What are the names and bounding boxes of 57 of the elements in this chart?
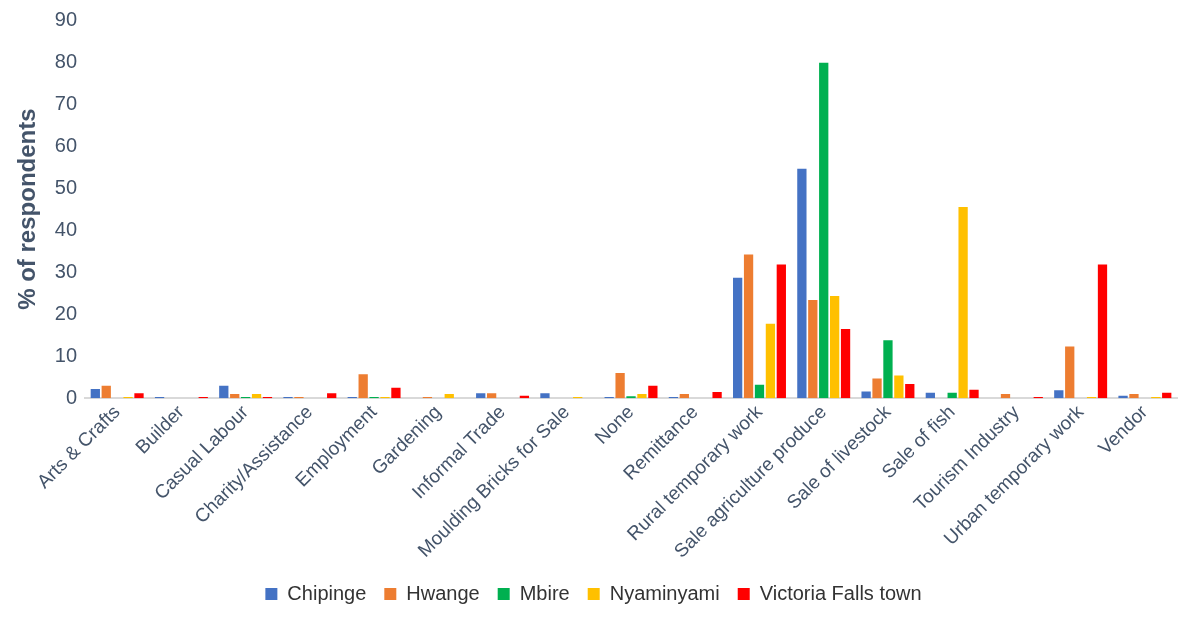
bar — [861, 391, 871, 399]
y-tick-label: 40 — [54, 217, 78, 240]
bar — [90, 389, 100, 399]
legend-label: Chipinge — [287, 581, 367, 604]
bar — [1065, 346, 1075, 399]
y-tick-label: 50 — [54, 175, 78, 198]
bar — [327, 393, 337, 399]
bar — [476, 393, 486, 399]
bar — [679, 394, 689, 399]
bar — [797, 168, 807, 399]
bar — [230, 394, 240, 399]
bar — [219, 385, 229, 399]
bar — [894, 375, 904, 399]
bar — [444, 394, 454, 399]
y-tick-label: 20 — [54, 301, 78, 324]
bar — [637, 394, 647, 399]
bar — [765, 323, 776, 399]
y-axis-title: % of respondents — [13, 108, 41, 310]
legend-label: Hwange — [406, 581, 480, 604]
bar — [648, 385, 658, 399]
bar — [134, 393, 144, 399]
y-tick-label: 70 — [54, 91, 78, 114]
bar — [830, 296, 840, 399]
bar — [754, 384, 765, 399]
bar — [969, 389, 979, 399]
bar — [101, 385, 111, 399]
legend-label: Nyaminyami — [609, 581, 720, 604]
bar — [819, 62, 829, 399]
bar — [615, 373, 625, 399]
bar — [540, 393, 550, 399]
bar — [712, 391, 722, 399]
bar — [905, 383, 915, 399]
bar — [1097, 264, 1108, 399]
bar — [1000, 394, 1011, 399]
bar — [391, 387, 401, 399]
y-tick-label: 90 — [54, 7, 78, 30]
bar — [883, 340, 893, 399]
bar — [743, 254, 754, 399]
bar — [487, 393, 497, 399]
bar — [733, 277, 743, 399]
bar — [776, 264, 786, 399]
y-tick-label: 0 — [65, 385, 78, 408]
legend-label: Victoria Falls town — [759, 581, 922, 604]
y-tick-label: 60 — [54, 133, 78, 156]
bar — [1054, 390, 1064, 399]
y-tick-label: 10 — [54, 343, 78, 366]
bar — [872, 378, 882, 399]
legend-label: Mbire — [519, 581, 570, 604]
bar — [958, 207, 968, 399]
bar — [251, 394, 262, 399]
bar — [626, 396, 636, 399]
y-tick-label: 80 — [54, 49, 78, 72]
bar — [358, 374, 368, 399]
bar — [840, 328, 851, 399]
bar — [1129, 394, 1139, 399]
y-tick-label: 30 — [54, 259, 78, 282]
bar — [808, 299, 818, 399]
